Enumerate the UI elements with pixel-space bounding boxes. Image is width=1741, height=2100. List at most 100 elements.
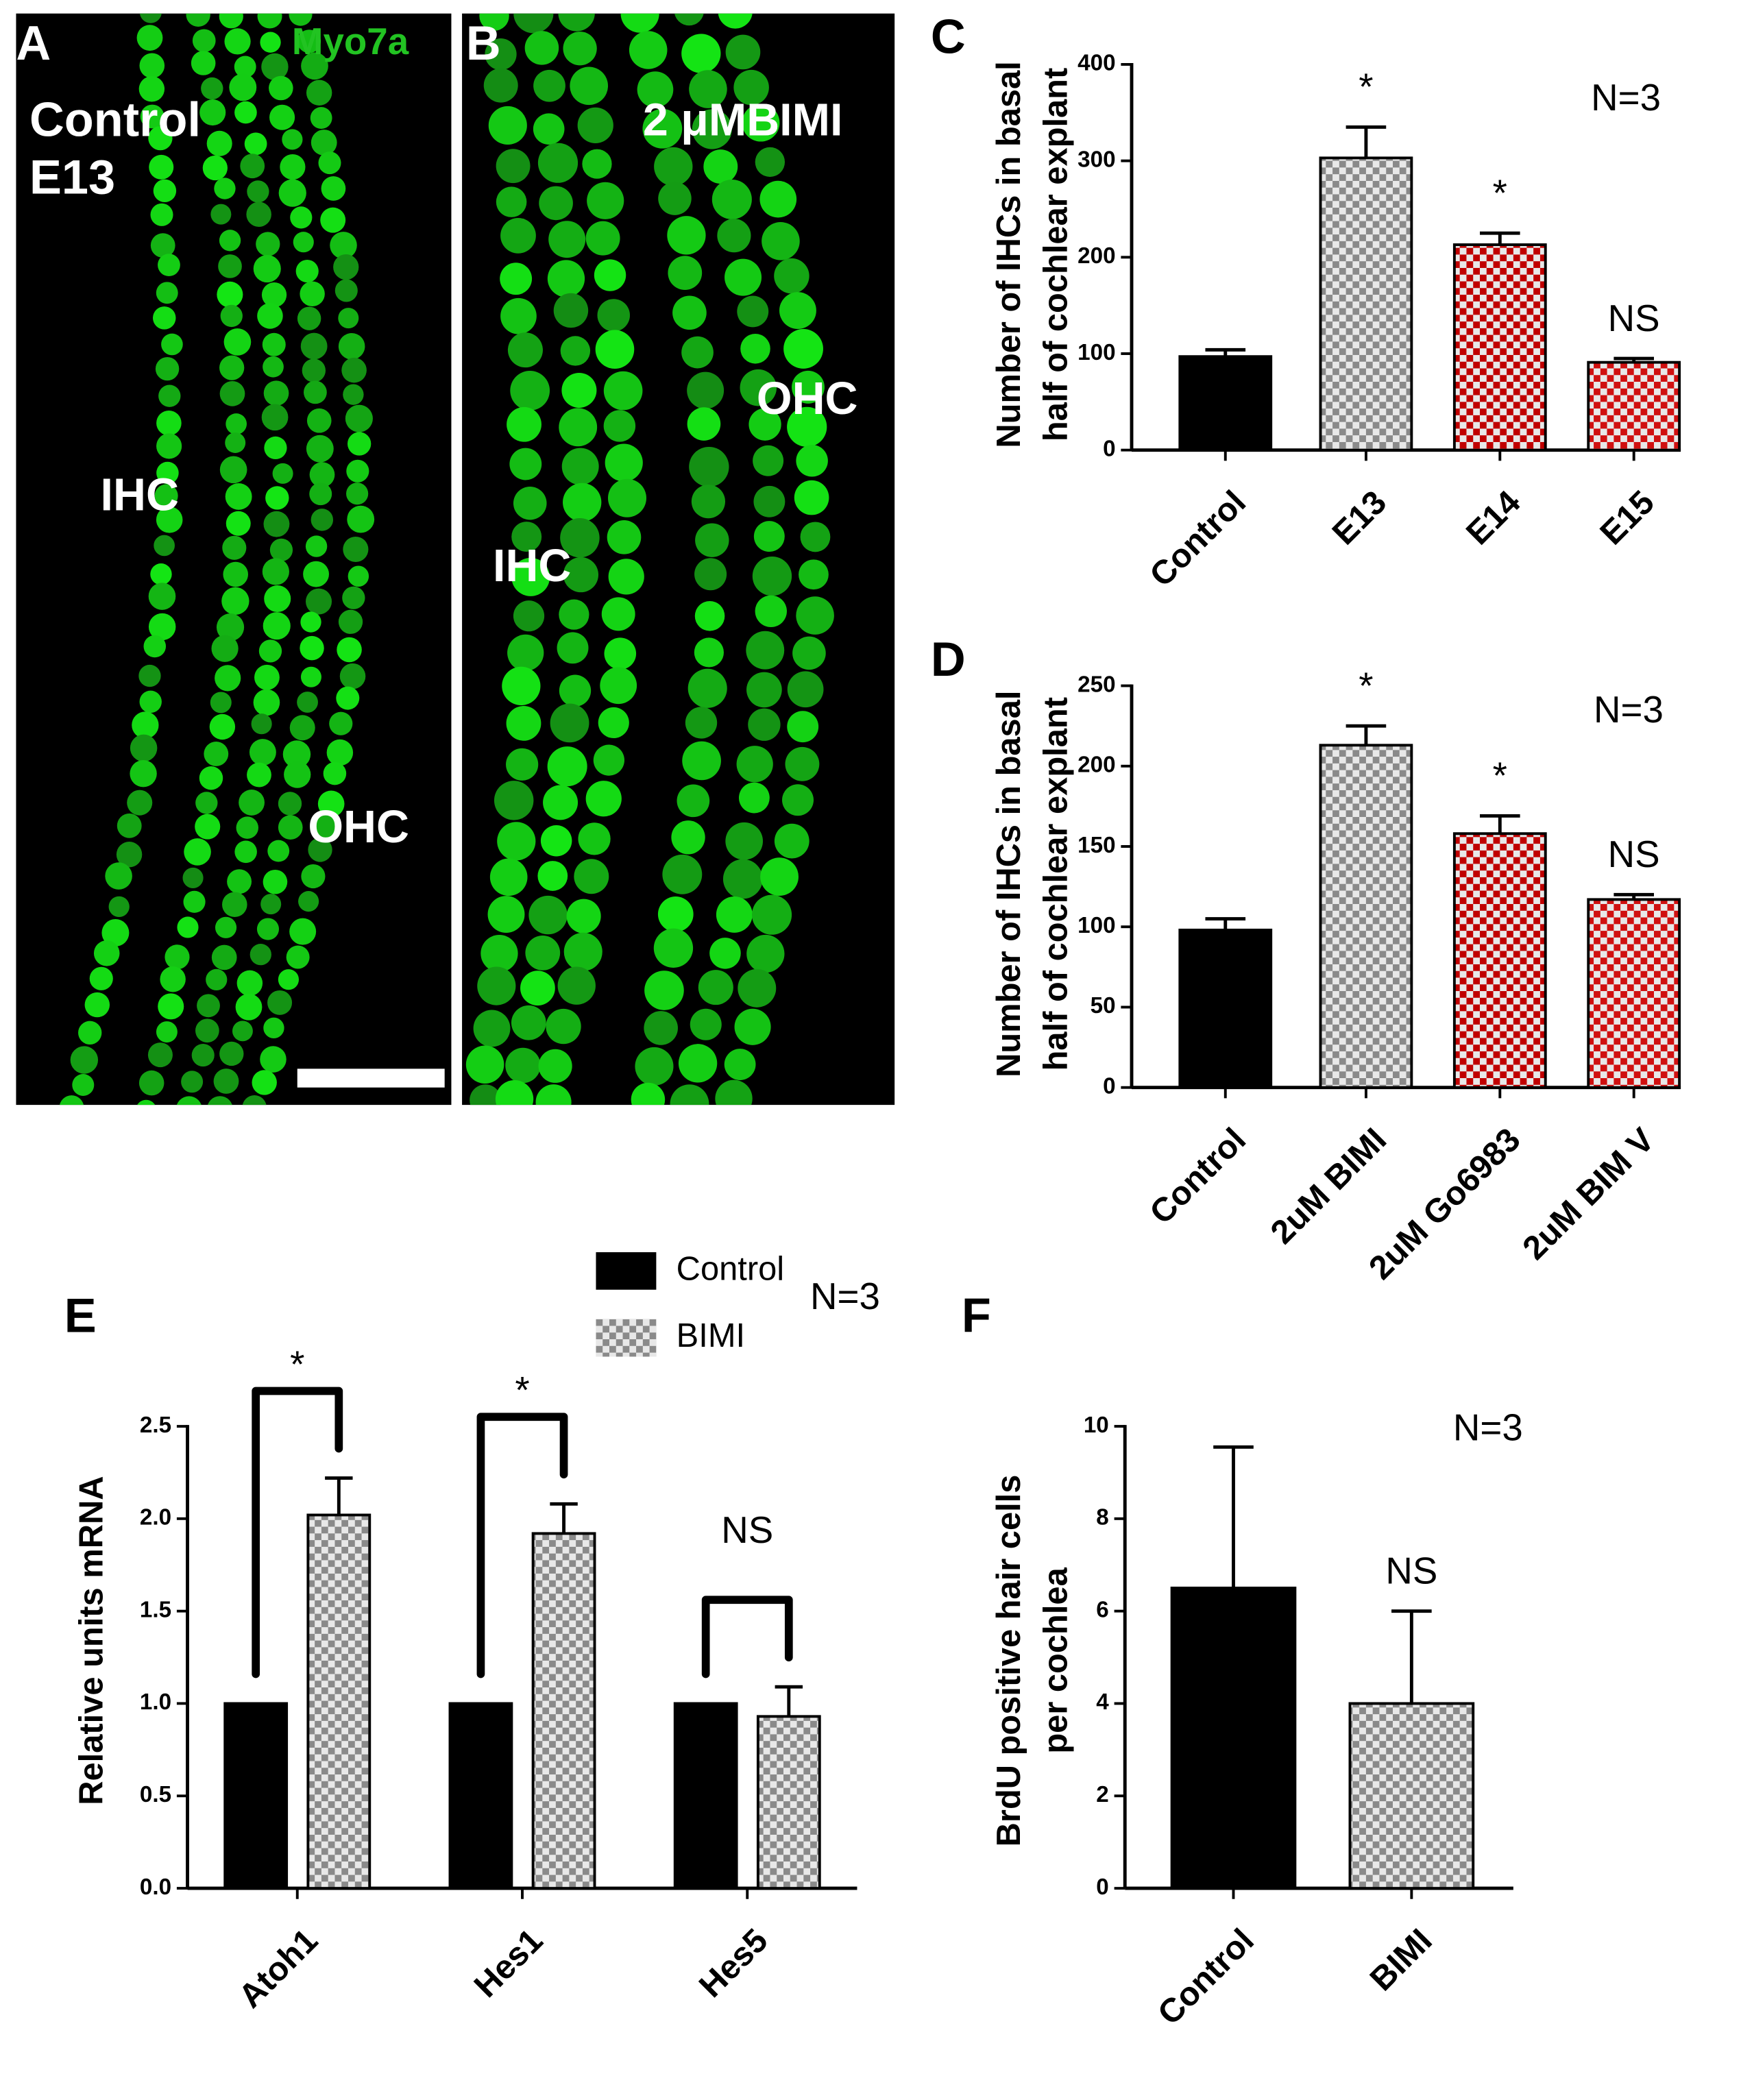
cell xyxy=(304,380,327,404)
note: N=3 xyxy=(1591,76,1661,119)
cell xyxy=(465,1045,504,1084)
cell xyxy=(657,896,694,932)
legend-label: BIMI xyxy=(677,1317,745,1354)
cell xyxy=(240,154,265,179)
cell xyxy=(753,445,784,476)
cell xyxy=(309,483,332,506)
bar xyxy=(1319,744,1413,1089)
cell xyxy=(191,51,216,75)
cell xyxy=(644,1011,678,1045)
cell xyxy=(108,896,130,918)
cell xyxy=(290,206,313,229)
cell xyxy=(223,328,252,356)
cell xyxy=(199,99,226,126)
significance: NS xyxy=(1608,297,1660,339)
cell xyxy=(558,13,595,32)
bar xyxy=(1587,898,1681,1089)
cell xyxy=(477,966,516,1005)
cell xyxy=(787,711,819,743)
cell xyxy=(559,599,589,630)
cell xyxy=(263,1017,284,1038)
cell xyxy=(725,258,762,296)
cell xyxy=(182,867,204,888)
y-axis-title: per cochlea xyxy=(1037,1567,1074,1753)
cell xyxy=(311,130,337,156)
y-tick-label: 200 xyxy=(1078,243,1115,269)
cell xyxy=(603,410,636,442)
cell xyxy=(694,637,724,668)
cell xyxy=(742,103,780,142)
cell xyxy=(227,869,252,894)
cell xyxy=(746,934,785,973)
cell xyxy=(176,1096,202,1106)
significance: * xyxy=(290,1343,304,1385)
bracket xyxy=(252,1387,343,1678)
cells-b xyxy=(465,13,834,1106)
cell xyxy=(303,561,329,587)
cell-label: OHC xyxy=(308,802,409,853)
bar xyxy=(448,1702,513,1890)
cell xyxy=(306,80,332,106)
cell xyxy=(156,410,182,436)
error-bar xyxy=(1391,1609,1432,1704)
cell xyxy=(253,689,280,716)
cell xyxy=(570,66,609,106)
cell xyxy=(785,746,820,781)
cell xyxy=(537,861,568,891)
cell xyxy=(156,433,182,459)
cell xyxy=(535,1084,572,1106)
cell xyxy=(511,522,542,552)
cell xyxy=(698,970,733,1005)
cell xyxy=(269,75,293,101)
cell xyxy=(524,31,559,65)
cell xyxy=(543,785,579,820)
cell xyxy=(192,29,216,53)
cell xyxy=(263,612,291,640)
cell xyxy=(574,859,609,894)
cell xyxy=(506,748,539,781)
cell xyxy=(289,13,313,26)
cell xyxy=(507,332,543,368)
y-tick-label: 2 xyxy=(1096,1782,1108,1807)
cell xyxy=(653,928,694,968)
cell xyxy=(537,143,579,183)
cell xyxy=(782,784,814,816)
cell xyxy=(550,703,589,743)
cell xyxy=(326,739,354,766)
cell xyxy=(236,816,259,839)
cell xyxy=(604,637,637,670)
cell xyxy=(137,1099,156,1106)
cell xyxy=(267,990,293,1015)
y-tick-label: 0.5 xyxy=(140,1782,171,1807)
y-axis-title: Relative units mRNA xyxy=(73,1476,110,1805)
cell xyxy=(206,130,232,156)
cell xyxy=(136,25,163,51)
cell xyxy=(670,1084,709,1106)
cell xyxy=(101,918,130,947)
cell xyxy=(267,840,290,862)
cell xyxy=(264,585,291,613)
significance: * xyxy=(1359,664,1373,707)
cell xyxy=(278,969,300,990)
cell xyxy=(479,13,509,31)
cell xyxy=(483,68,518,103)
cell xyxy=(153,179,177,203)
cell xyxy=(280,154,306,180)
cell xyxy=(158,254,180,277)
cell xyxy=(510,371,550,411)
cell xyxy=(246,202,271,228)
cell xyxy=(300,635,324,661)
cell xyxy=(244,132,267,156)
cell xyxy=(511,557,550,596)
bar xyxy=(1587,361,1681,452)
cell xyxy=(752,556,792,596)
cell xyxy=(566,899,601,933)
cell xyxy=(607,520,642,554)
cell xyxy=(219,355,245,380)
cell xyxy=(560,336,591,366)
cell xyxy=(262,558,289,585)
cell xyxy=(513,486,547,520)
cell xyxy=(306,435,334,463)
y-tick-label: 4 xyxy=(1096,1689,1109,1715)
error-bar xyxy=(1205,347,1246,357)
